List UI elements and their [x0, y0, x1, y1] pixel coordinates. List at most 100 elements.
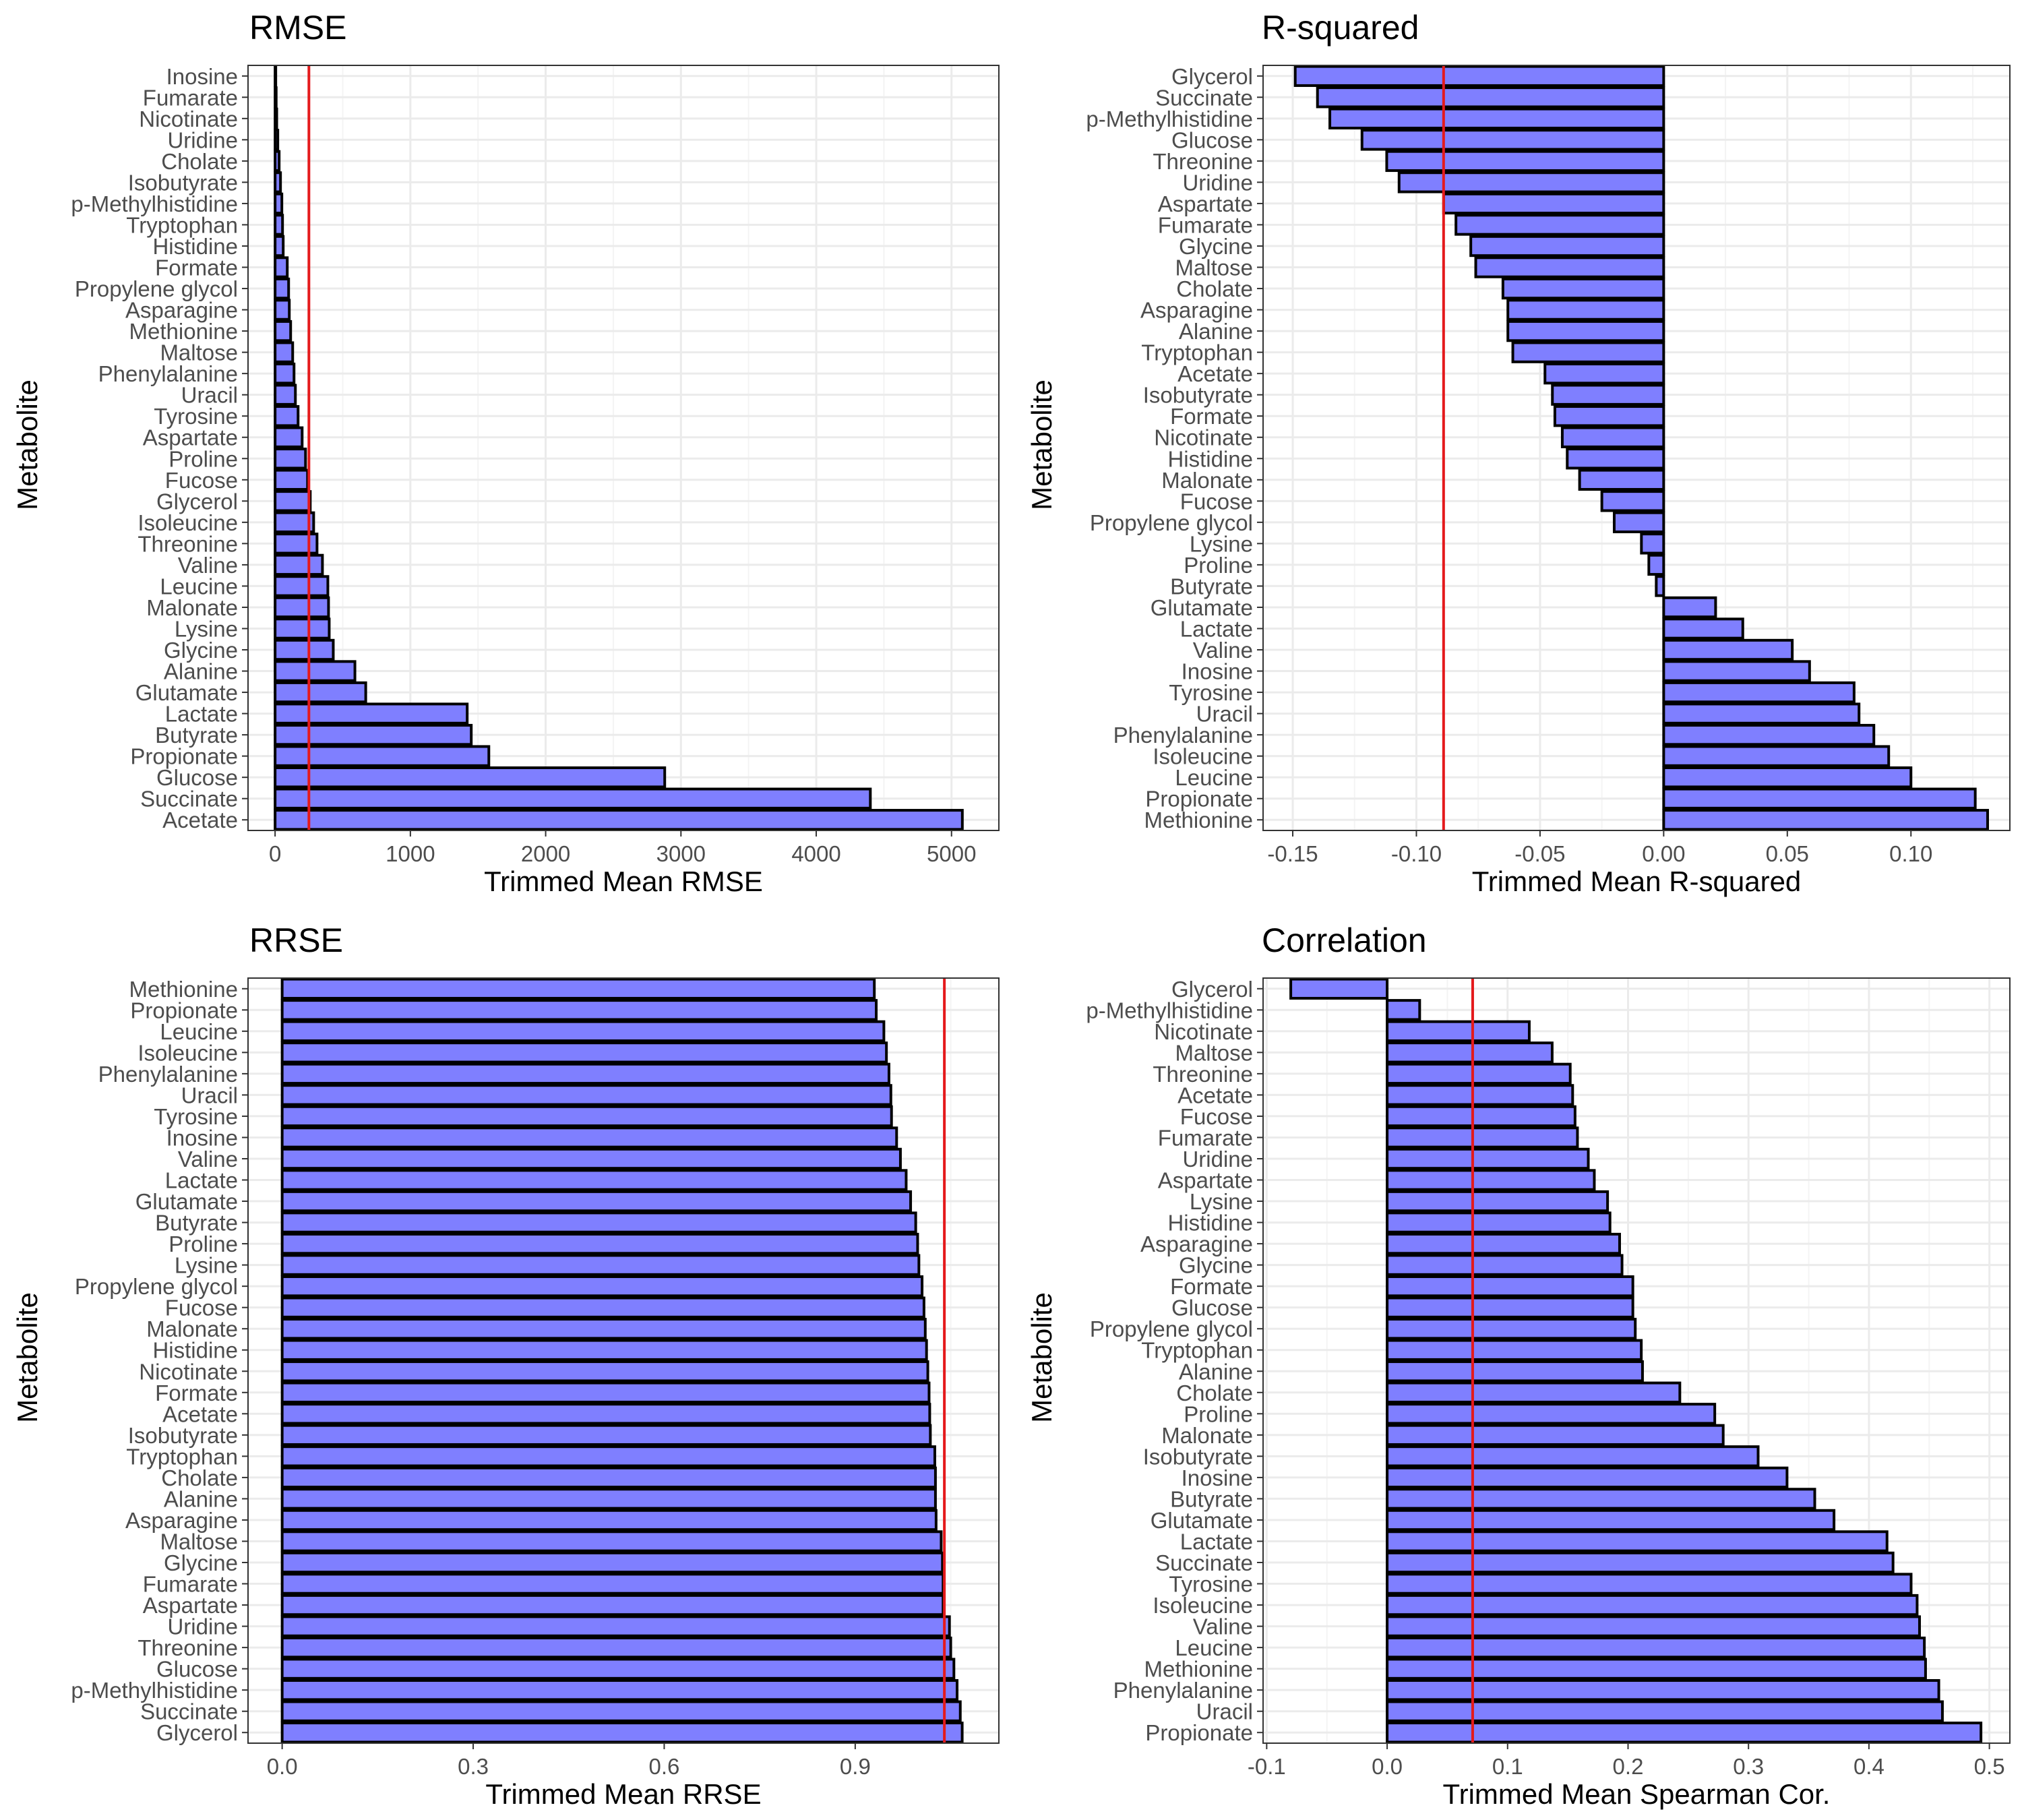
- bar: [280, 1615, 951, 1637]
- x-tick-label: -0.05: [1514, 841, 1565, 866]
- bar: [274, 681, 367, 704]
- plot-area: MethioninePropionateLeucineIsoleucinePhe…: [71, 977, 1000, 1779]
- y-tick-label: Fumarate: [143, 85, 238, 110]
- y-tick-label: Glycine: [164, 1550, 238, 1575]
- y-tick-label: Valine: [1193, 638, 1253, 663]
- y-tick-label: Malonate: [146, 595, 238, 620]
- bar: [280, 1636, 952, 1659]
- bar: [274, 299, 291, 321]
- y-tick-label: Propylene glycol: [1090, 510, 1253, 535]
- bar: [280, 1700, 962, 1722]
- y-tick-label: Histidine: [152, 1338, 238, 1363]
- bar: [274, 384, 297, 406]
- y-tick-label: Cholate: [1176, 276, 1253, 301]
- y-tick-label: Tryptophan: [1141, 1338, 1253, 1363]
- bar: [274, 86, 278, 109]
- y-tick-label: Aspartate: [143, 425, 238, 450]
- bar: [1386, 1041, 1554, 1064]
- bar: [1386, 1318, 1637, 1340]
- bar: [1386, 1105, 1576, 1128]
- bar: [1360, 129, 1665, 151]
- bar: [1386, 1636, 1926, 1659]
- y-tick-label: Nicotinate: [139, 1359, 238, 1384]
- y-tick-label: p-Methylhistidine: [1086, 107, 1253, 131]
- y-tick-label: Lactate: [165, 1168, 238, 1193]
- x-tick-label: 0.05: [1766, 841, 1809, 866]
- y-tick-label: Glucose: [156, 765, 238, 790]
- x-tick-label: -0.15: [1267, 841, 1318, 866]
- y-tick-label: Glucose: [1171, 1296, 1253, 1321]
- x-tick-label: 0.00: [1642, 841, 1685, 866]
- bar: [274, 596, 330, 619]
- bar: [1386, 1275, 1634, 1298]
- y-tick-label: Glycerol: [156, 489, 238, 514]
- panel-r-squared: R-squared Metabolite Trimmed Mean R-squa…: [1026, 9, 2011, 897]
- y-tick-label: Proline: [1184, 1401, 1253, 1426]
- bar: [280, 1062, 890, 1085]
- bar: [280, 1211, 917, 1234]
- y-tick-label: Maltose: [1175, 1040, 1253, 1065]
- y-tick-label: Glutamate: [1151, 595, 1253, 620]
- y-tick-label: Acetate: [1177, 1083, 1253, 1108]
- bar: [1386, 1211, 1612, 1234]
- x-tick-label: 0.9: [840, 1754, 871, 1779]
- y-tick-label: Fumarate: [143, 1572, 238, 1597]
- y-tick-label: Alanine: [164, 659, 238, 684]
- bar: [1662, 660, 1811, 682]
- x-tick-label: 0.6: [649, 1754, 680, 1779]
- bar: [280, 1488, 937, 1510]
- bar: [280, 1296, 925, 1318]
- bar: [1386, 1360, 1644, 1383]
- bar: [274, 214, 284, 236]
- bar: [274, 277, 290, 300]
- panel-rrse: RRSE Metabolite Trimmed Mean RRSE Methio…: [11, 921, 1000, 1810]
- bar: [280, 1551, 944, 1574]
- bar: [1553, 405, 1665, 427]
- bar: [1578, 468, 1665, 491]
- bar: [274, 723, 473, 746]
- y-tick-label: Acetate: [162, 1401, 238, 1426]
- bar: [280, 1509, 938, 1531]
- y-tick-label: Maltose: [160, 1529, 238, 1554]
- bar: [280, 1232, 919, 1255]
- bar: [1289, 977, 1389, 1000]
- y-tick-label: Uracil: [1196, 702, 1253, 727]
- y-tick-label: Tyrosine: [154, 1104, 238, 1129]
- bar: [1386, 1424, 1725, 1447]
- bar: [280, 1020, 886, 1043]
- y-tick-label: Proline: [1184, 553, 1253, 578]
- bar: [280, 1126, 898, 1149]
- y-tick-label: Propionate: [130, 998, 238, 1023]
- y-tick-label: Leucine: [160, 574, 238, 599]
- y-tick-label: Fucose: [1180, 489, 1253, 514]
- y-tick-label: Isoleucine: [137, 510, 238, 535]
- bar: [1543, 362, 1665, 385]
- x-tick-label: 0.10: [1889, 841, 1932, 866]
- bar: [274, 617, 331, 640]
- bar: [1386, 1509, 1836, 1531]
- bar: [274, 766, 667, 789]
- y-tick-label: Nicotinate: [1154, 1019, 1253, 1044]
- bar: [1386, 1594, 1919, 1616]
- bar: [1386, 1296, 1634, 1318]
- y-tick-label: Fumarate: [1158, 1125, 1253, 1150]
- bar: [280, 1381, 931, 1403]
- bar: [274, 341, 295, 363]
- y-axis-label: Metabolite: [1026, 380, 1058, 510]
- bar: [1328, 107, 1665, 130]
- bar: [1662, 702, 1861, 725]
- y-tick-label: Butyrate: [155, 1211, 238, 1236]
- y-tick-label: Tryptophan: [126, 212, 238, 237]
- bar: [1386, 1084, 1574, 1106]
- y-tick-label: Lactate: [1180, 1529, 1253, 1554]
- y-tick-label: Histidine: [1167, 446, 1253, 471]
- y-axis-label: Metabolite: [1026, 1292, 1058, 1423]
- bar: [1385, 150, 1665, 173]
- x-tick-label: 0.1: [1492, 1754, 1523, 1779]
- y-tick-label: Cholate: [161, 149, 238, 174]
- y-tick-label: Methionine: [129, 977, 238, 1002]
- y-tick-label: Glycerol: [1171, 64, 1253, 89]
- y-tick-label: Formate: [155, 255, 238, 280]
- bar: [1386, 1190, 1610, 1213]
- y-tick-label: Tryptophan: [1141, 340, 1253, 365]
